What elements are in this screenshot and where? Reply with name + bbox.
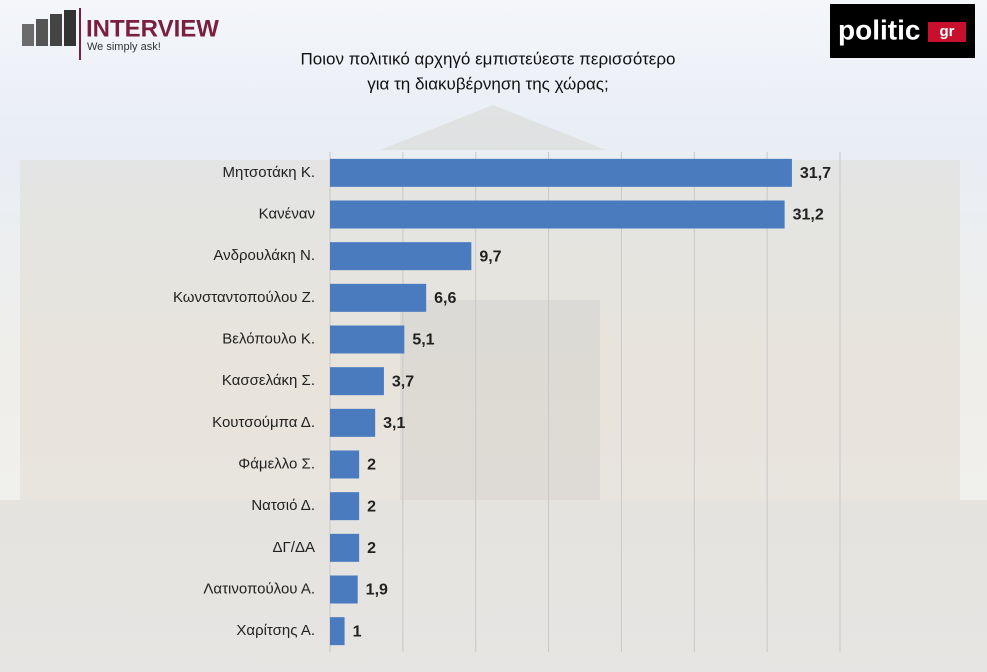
chart-title: για τη διακυβέρνηση της χώρας; <box>367 74 608 93</box>
category-label: Κουτσούμπα Δ. <box>212 414 315 431</box>
value-label: 6,6 <box>434 290 456 307</box>
bar <box>330 617 345 646</box>
value-label: 31,7 <box>800 165 831 182</box>
category-label: Κασσελάκη Σ. <box>222 372 315 389</box>
category-label: Ανδρουλάκη Ν. <box>213 247 315 264</box>
value-label: 3,7 <box>392 373 414 390</box>
category-label: Φάμελλο Σ. <box>238 455 315 472</box>
category-label: Χαρίτσης Α. <box>236 622 315 639</box>
category-label: Βελόπουλο Κ. <box>222 330 315 347</box>
logo-text: politic <box>838 14 920 45</box>
bar <box>330 283 427 312</box>
category-label: Νατσιό Δ. <box>251 497 315 514</box>
bar <box>330 408 376 437</box>
logo-text: INTERVIEW <box>86 15 219 42</box>
value-label: 3,1 <box>383 415 405 432</box>
category-label: Κανέναν <box>259 205 315 222</box>
bar <box>330 325 405 354</box>
bar <box>330 533 360 562</box>
value-label: 1 <box>353 623 362 640</box>
category-label: ΔΓ/ΔΑ <box>273 539 315 556</box>
category-label: Μητσοτάκη Κ. <box>222 164 315 181</box>
value-label: 5,1 <box>412 332 434 349</box>
value-label: 2 <box>367 498 376 515</box>
politic-logo: politic gr <box>830 4 975 58</box>
interview-logo: INTERVIEW We simply ask! <box>22 8 219 60</box>
value-label: 31,2 <box>793 207 824 224</box>
bar <box>330 492 360 521</box>
value-label: 9,7 <box>479 248 501 265</box>
bar <box>330 450 360 479</box>
chart-title: Ποιον πολιτικό αρχηγό εμπιστεύεστε περισ… <box>300 49 675 68</box>
category-label: Κωνσταντοπούλου Ζ. <box>173 289 315 306</box>
bar <box>330 200 785 229</box>
logo-suffix: gr <box>940 23 955 40</box>
category-label: Λατινοπούλου Α. <box>203 580 315 597</box>
value-label: 2 <box>367 540 376 557</box>
bar <box>330 575 358 604</box>
bar <box>330 158 792 187</box>
bar <box>330 242 472 271</box>
building-backdrop <box>0 105 987 672</box>
value-label: 2 <box>367 457 376 474</box>
bar <box>330 367 384 396</box>
value-label: 1,9 <box>366 582 388 599</box>
logo-tagline: We simply ask! <box>87 41 161 53</box>
